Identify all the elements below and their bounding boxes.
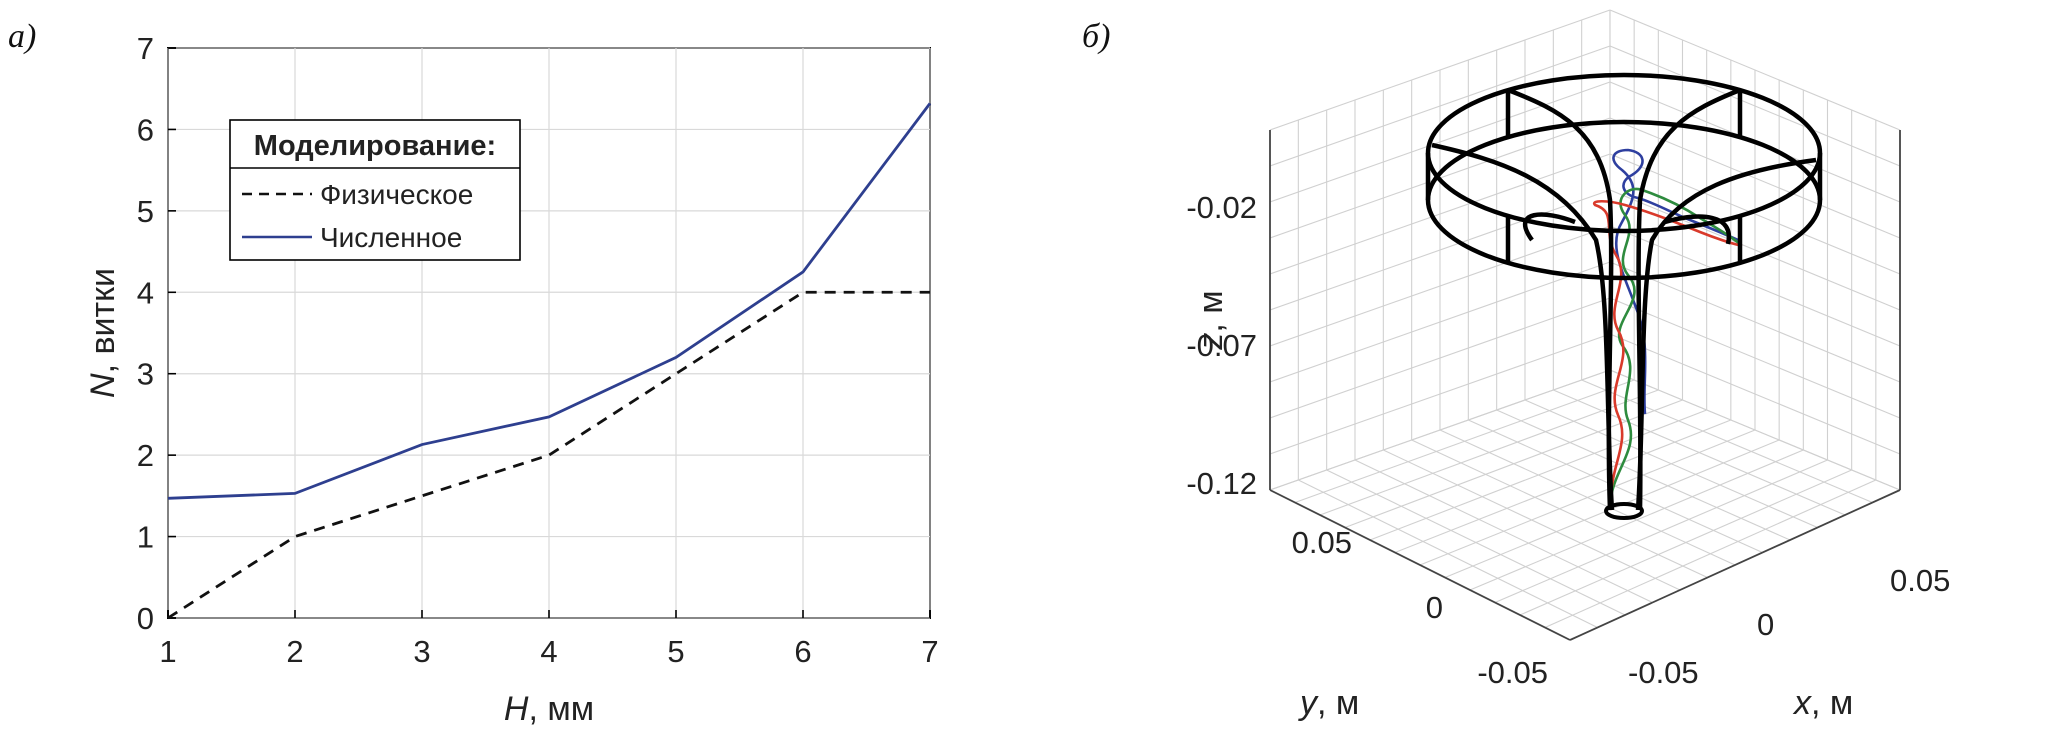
z-tick-label: -0.12	[1186, 466, 1257, 501]
grid-line-3d	[1269, 81, 1611, 203]
grid-line-3d	[1609, 261, 1901, 383]
funnel-lip	[1664, 214, 1732, 245]
series-group	[167, 102, 932, 620]
y-axis-unit: , витки	[84, 268, 122, 373]
3d-grid	[1269, 9, 1901, 641]
x-tick-label: -0.05	[1628, 655, 1699, 690]
y-axis-label: N, витки	[84, 268, 122, 398]
x-tick-label: 0.05	[1890, 563, 1950, 598]
grid-line-3d	[1269, 153, 1611, 275]
grid-line-3d	[1269, 9, 1611, 131]
y-tick-label: 5	[137, 194, 154, 229]
y-tick-label: 0	[1426, 590, 1443, 625]
z-axis-var: z	[1192, 333, 1230, 351]
y-tick-label: 4	[137, 275, 154, 310]
grid-line-3d	[1519, 469, 1852, 616]
x-tick-label: 3	[413, 634, 430, 669]
x-tick-label: 5	[667, 634, 684, 669]
trajectory-curve-blue	[1612, 148, 1739, 415]
legend: Моделирование: Физическое Численное	[229, 119, 521, 261]
top-ring-upper	[1425, 72, 1823, 234]
z-axis-label: z, м	[1192, 290, 1230, 350]
grid-line-3d	[1269, 297, 1611, 419]
grid-line-3d	[1609, 369, 1901, 491]
y-tick-label: -0.05	[1477, 655, 1548, 690]
grid-line-3d	[1609, 189, 1901, 311]
grid-line-3d	[1609, 225, 1901, 347]
3d-plot: -0.02 -0.07 -0.12 0.05 0 -0.05 -0.05 0 0…	[1186, 9, 1950, 722]
y-axis-var: N	[84, 373, 122, 398]
trajectory-curve-green	[1608, 187, 1741, 506]
y-tick-label: 0.05	[1292, 525, 1352, 560]
y-tick-label: 3	[137, 357, 154, 392]
grid-line-3d	[1609, 153, 1901, 275]
grid-line-3d	[1544, 479, 1877, 629]
y-axis-unit-3d: , м	[1317, 684, 1359, 722]
grid-line-3d	[1269, 189, 1611, 311]
funnel-profile	[1431, 142, 1615, 511]
grid-line-3d	[1269, 261, 1611, 383]
x-axis-label-3d: x, м	[1792, 684, 1853, 722]
grid-line-3d	[1609, 333, 1901, 455]
y-tick-label: 2	[137, 438, 154, 473]
y-tick-label: 6	[137, 112, 154, 147]
grid-line-3d	[1609, 9, 1901, 131]
panel-b-label: б)	[1082, 18, 1110, 55]
grid-line-3d	[1609, 117, 1901, 239]
x-tick-label: 7	[921, 634, 938, 669]
panel-a-label: а)	[8, 18, 36, 55]
x-tick-label: 2	[286, 634, 303, 669]
y-tick-label: 7	[137, 31, 154, 66]
z-tick-label: -0.02	[1186, 190, 1257, 225]
grid-line-3d	[1553, 389, 1846, 516]
x-axis-var-3d: x	[1792, 684, 1812, 722]
axis-edge-3d	[1569, 489, 1901, 641]
legend-label-numerical: Численное	[320, 222, 462, 253]
x-tick-label: 0	[1757, 607, 1774, 642]
bottom-outlet-ring	[1604, 502, 1644, 520]
grid-line-3d	[1609, 297, 1901, 419]
series-line-numerical	[167, 102, 932, 500]
grid-line-3d	[1609, 45, 1901, 167]
grid-line-3d	[1269, 333, 1611, 455]
y-axis-var-3d: y	[1298, 684, 1319, 722]
x-axis-unit-3d: , м	[1811, 684, 1853, 722]
legend-title: Моделирование:	[254, 130, 496, 162]
chamber-frame	[1425, 72, 1823, 520]
funnel-profile	[1636, 87, 1741, 511]
grid-line-3d	[1269, 45, 1611, 167]
y-axis-label-3d: y, м	[1298, 684, 1359, 722]
funnel-lip	[1523, 212, 1576, 242]
grid-line-3d	[1269, 225, 1611, 347]
legend-label-physical: Физическое	[320, 179, 473, 210]
x-tick-label: 4	[540, 634, 557, 669]
funnel-profile	[1635, 157, 1817, 511]
vortex-trajectories	[1592, 148, 1743, 511]
z-tick-label: -0.07	[1186, 328, 1257, 363]
axis-edge-3d	[1269, 489, 1571, 641]
x-axis-label: H, мм	[504, 690, 594, 728]
z-axis-unit: , м	[1192, 290, 1230, 332]
x-tick-label: 1	[159, 634, 176, 669]
grid-line-3d	[1581, 379, 1873, 504]
x-axis-var: H	[504, 690, 529, 728]
x-tick-label: 6	[794, 634, 811, 669]
x-axis-unit: , мм	[528, 690, 594, 728]
y-tick-label: 1	[137, 520, 154, 555]
y-tick-label: 0	[137, 601, 154, 636]
